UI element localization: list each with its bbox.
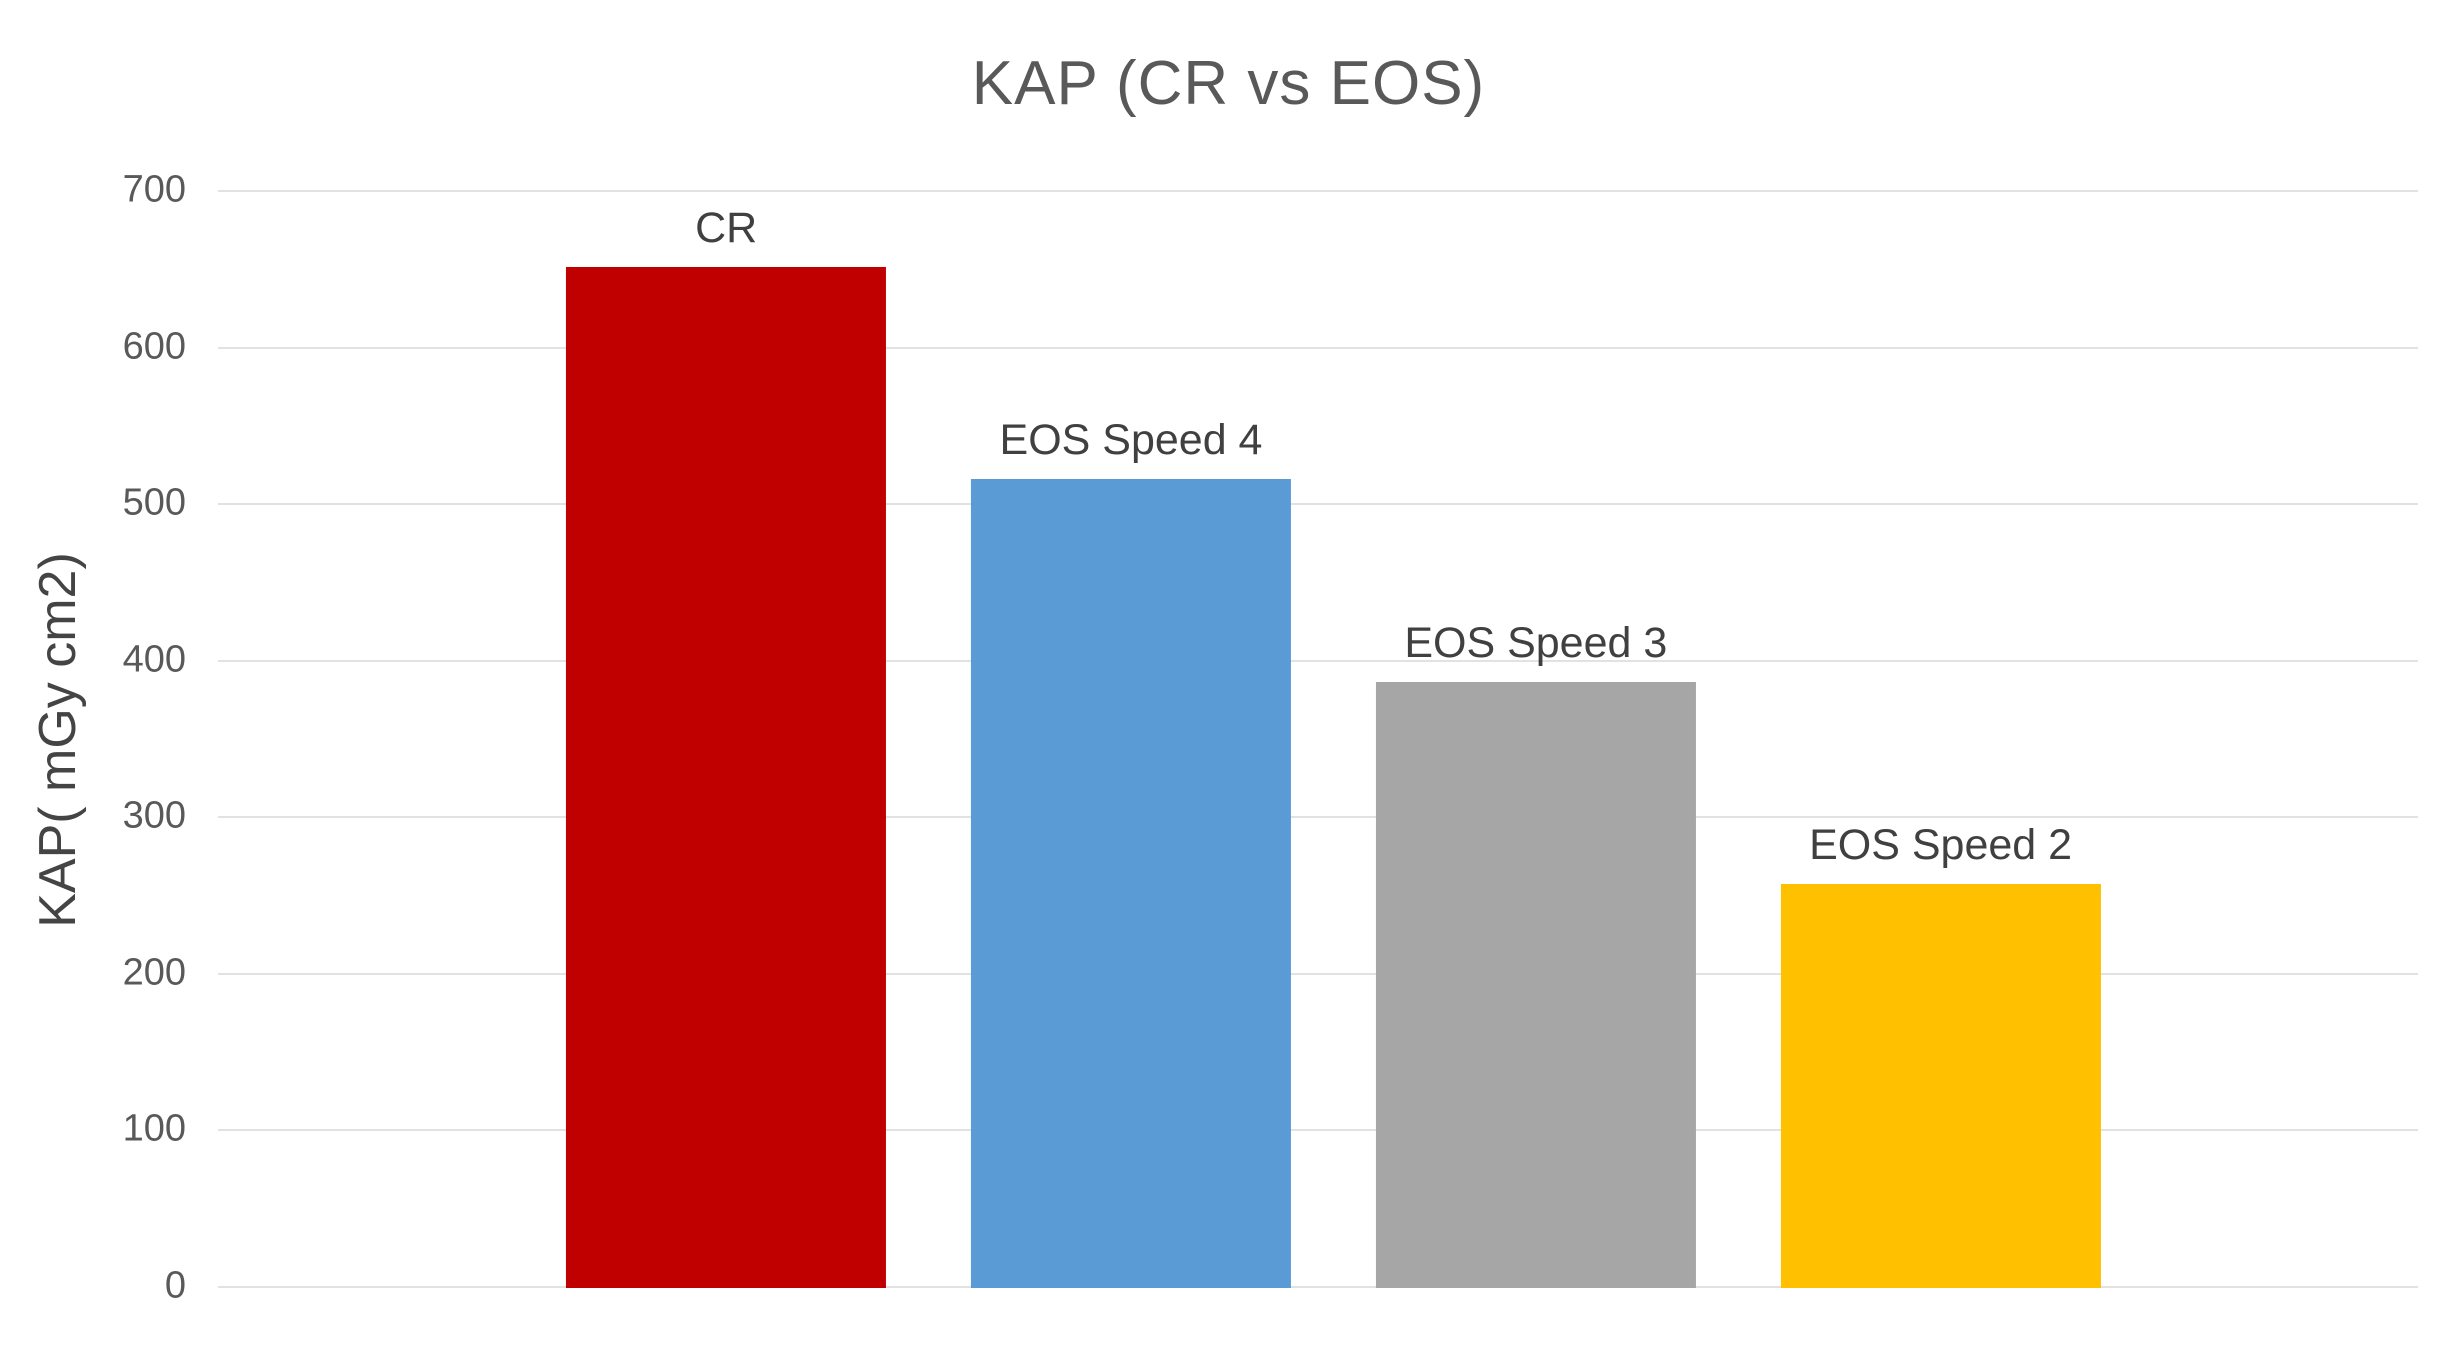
gridline-200: 200	[123, 951, 2418, 993]
bar-label-eos-speed-4: EOS Speed 4	[999, 415, 1263, 464]
y-tick-label-700: 700	[122, 168, 186, 211]
y-axis: KAP( mGy cm2)	[0, 192, 115, 1288]
y-tick-label-0: 0	[164, 1264, 186, 1307]
gridline-0: 0	[165, 1264, 2418, 1306]
bar-label-eos-speed-3: EOS Speed 3	[1404, 619, 1668, 668]
plot-area: 0 100 200 300 400 500 600 700 CR EOS Speed 4 EOS S…	[123, 168, 2418, 1306]
gridline-500: 500	[123, 482, 2418, 524]
bar-eos-speed-3	[1375, 682, 1696, 1288]
y-tick-label-500: 500	[122, 481, 186, 524]
y-axis-title: KAP( mGy cm2)	[28, 552, 87, 928]
gridline-100: 100	[123, 1108, 2418, 1150]
bar-group-eos-speed-3: EOS Speed 3	[1375, 619, 1696, 1288]
gridline-700: 700	[123, 168, 2418, 210]
chart-title: KAP (CR vs EOS)	[971, 49, 1486, 118]
bar-group-eos-speed-4: EOS Speed 4	[970, 416, 1292, 1288]
y-tick-label-400: 400	[122, 638, 186, 681]
bar-eos-speed-4	[970, 478, 1292, 1288]
y-tick-label-300: 300	[122, 794, 186, 837]
bar-label-cr: CR	[695, 204, 758, 253]
gridline-300: 300	[123, 795, 2418, 837]
bar-group-cr: CR	[566, 204, 887, 1288]
gridline-400: 400	[123, 638, 2418, 680]
y-tick-label-600: 600	[122, 324, 186, 367]
bar-eos-speed-2	[1780, 884, 2101, 1288]
y-tick-label-100: 100	[122, 1107, 186, 1150]
y-tick-label-200: 200	[122, 951, 186, 994]
bar-label-eos-speed-2: EOS Speed 2	[1809, 821, 2073, 870]
gridline-600: 600	[123, 325, 2418, 367]
bar-cr	[566, 267, 887, 1288]
bar-group-eos-speed-2: EOS Speed 2	[1780, 821, 2101, 1288]
